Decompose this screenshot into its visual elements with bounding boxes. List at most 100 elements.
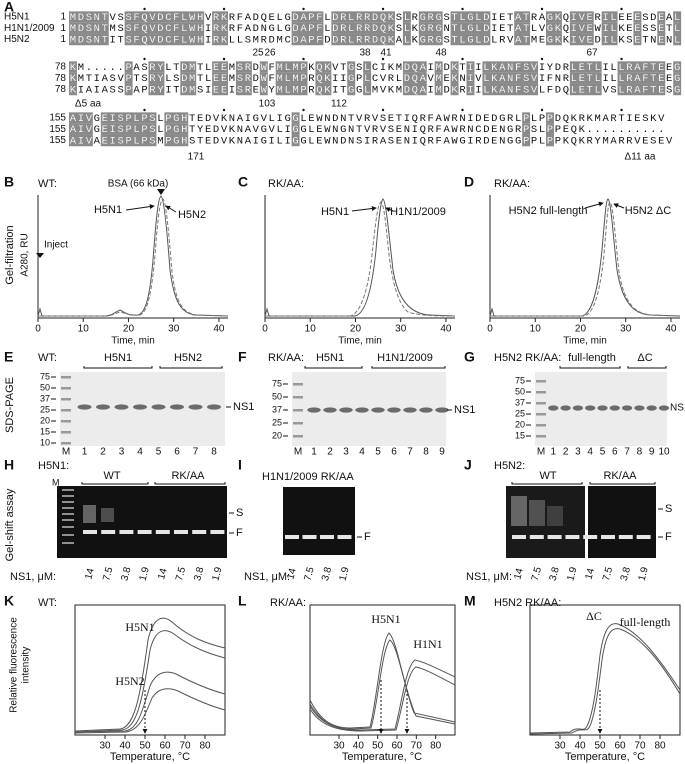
panel-label: M: [464, 593, 476, 609]
x-tick-label: 10: [530, 324, 542, 335]
band: [96, 404, 110, 410]
group-label: full-length: [568, 352, 616, 364]
trace: [74, 688, 226, 734]
x-tick-label: 70: [179, 741, 191, 752]
band: [634, 405, 645, 411]
identity-box: [69, 134, 93, 147]
condition: RK/AA:: [270, 597, 306, 609]
band: [192, 530, 207, 534]
identity-box: [434, 61, 443, 73]
x-tick-label: 10: [78, 324, 90, 335]
sequence-conserved: MDSNTVSSFQVDCFLWHVRKRFADQELGDAPFLDRLRRDQ…: [70, 12, 681, 24]
band: [585, 405, 596, 411]
list-label: 9: [649, 447, 655, 458]
x-label: Time, min: [338, 336, 382, 347]
list-label: 37: [272, 404, 282, 414]
identity-box: [673, 11, 682, 23]
annotation: H1N1: [413, 637, 442, 651]
label-list: 75 50 37 25 20: [272, 378, 303, 440]
start-number: 78: [55, 73, 67, 84]
band: [618, 535, 633, 539]
identity-box: [164, 134, 189, 147]
identity-box: [331, 22, 395, 34]
identity-box: [514, 22, 531, 34]
ruler-dot: [222, 7, 226, 11]
label-list: M 1 2 3 4 5 6 7 8: [62, 404, 221, 458]
identity-box: [569, 72, 602, 84]
identity-box: [235, 83, 252, 96]
identity-box: [124, 33, 205, 46]
label-list: 14 7.5 3.8 1.9 14 7.5 3.8 1.9: [512, 535, 651, 582]
ladder-band: [293, 409, 303, 412]
annotation: full-length: [620, 615, 671, 629]
identity-box: [633, 11, 642, 23]
identity-box: [617, 61, 666, 73]
identity-box: [291, 11, 324, 23]
list-label: 7: [624, 447, 630, 458]
condition: RK/AA:: [268, 178, 304, 190]
x-tick-label: 30: [395, 324, 407, 335]
list-label: 14: [512, 567, 526, 581]
identity-box: [212, 83, 228, 96]
identity-box: [100, 112, 157, 124]
x-tick-label: 30: [620, 324, 632, 335]
list-label: 8: [637, 447, 643, 458]
identity-box: [569, 33, 594, 46]
ruler-dot: [302, 108, 305, 112]
list-label: 20: [515, 419, 525, 429]
list-label: 8: [211, 447, 217, 458]
list-label: 5: [156, 447, 162, 458]
condition: H1N1/2009 RK/AA: [262, 471, 354, 483]
band: [119, 530, 134, 534]
identity-box: [569, 22, 594, 34]
list-label: 1.9: [338, 565, 352, 582]
list-label: 3.8: [548, 565, 562, 582]
identity-box: [546, 11, 562, 23]
identity-box: [450, 83, 459, 96]
band: [339, 407, 353, 413]
list-label: 10: [658, 447, 670, 458]
identity-box: [69, 123, 93, 135]
list-label: 10: [40, 437, 50, 447]
arrow: [351, 206, 377, 212]
band: [403, 407, 417, 413]
y-label: Relative fluorescence: [9, 617, 20, 713]
alignment: H5N1 1 MDSNTVSSFQVDCFLWHVRKRFADQELGDAPFLDR…: [4, 7, 682, 147]
y-label: A280, RU: [20, 233, 31, 276]
band: [174, 530, 188, 534]
list-label: 50: [272, 391, 282, 401]
condition: H5N2:: [494, 460, 525, 472]
group-label: RK/AA: [171, 470, 205, 482]
ladder-band: [536, 413, 546, 416]
list-label: 5: [600, 447, 606, 458]
identity-box: [180, 83, 197, 96]
sequence: MDSNTMSSFQVDCFLWHIRKRFADNGLGDAPFLDRLRRDQ…: [70, 23, 681, 35]
list-label: 4: [587, 447, 593, 458]
arrow: [125, 204, 155, 211]
note: 103: [259, 99, 276, 110]
group-label: H5N1: [316, 352, 344, 364]
band: [636, 535, 651, 539]
identity-box: [212, 11, 228, 23]
ruler-dot: [620, 57, 623, 61]
panel-label: B: [4, 174, 14, 190]
ladder-band: [61, 431, 71, 434]
start-number: 155: [49, 135, 66, 146]
identity-box: [259, 72, 268, 84]
annotation: H5N1: [321, 206, 349, 218]
identity-box: [363, 61, 372, 73]
list-label: 25: [40, 404, 50, 414]
identity-box: [633, 33, 642, 46]
identity-box: [124, 72, 133, 84]
trace: [264, 198, 456, 317]
condition: H5N1:: [38, 460, 69, 472]
note: 48: [435, 48, 447, 59]
condition: WT:: [38, 597, 57, 609]
identity-box: [450, 11, 491, 23]
ruler-dot: [540, 57, 544, 61]
identity-box: [546, 123, 554, 135]
bracket: [559, 366, 667, 369]
trace: [309, 666, 456, 732]
list-label: 2: [100, 447, 106, 458]
